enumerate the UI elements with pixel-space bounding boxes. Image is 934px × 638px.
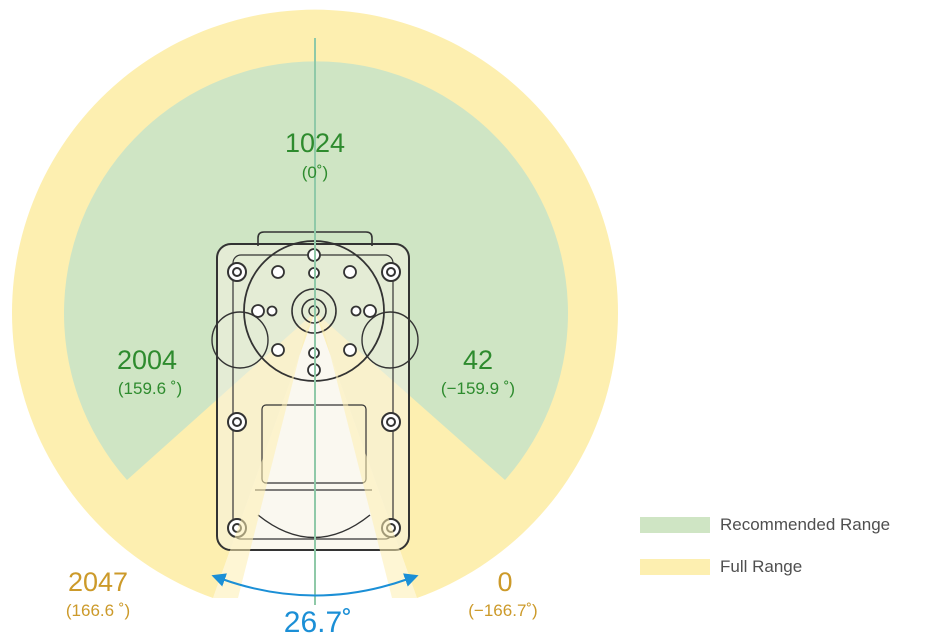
servo-horn-left-lobe bbox=[211, 311, 269, 369]
legend-recommended-range: Recommended Range bbox=[640, 513, 930, 537]
servo-horn-right-lobe bbox=[361, 311, 419, 369]
legend-swatch-full bbox=[640, 559, 710, 575]
servo-mounting-screws bbox=[227, 262, 401, 538]
label-rec-left-angle: (159.6 ˚) bbox=[118, 379, 182, 398]
label-full-right-angle: (−166.7˚) bbox=[468, 601, 537, 620]
legend-label-full: Full Range bbox=[720, 557, 803, 576]
label-dead-zone-angle: 26.7˚ bbox=[284, 606, 352, 638]
label-full-left-angle: (166.6 ˚) bbox=[66, 601, 130, 620]
dead-zone-arc-arrow bbox=[211, 573, 419, 597]
legend-full-range: Full Range bbox=[640, 555, 930, 579]
label-full-left-value: 2047 bbox=[68, 567, 128, 597]
label-rec-right-angle: (−159.9 ˚) bbox=[441, 379, 515, 398]
legend-swatch-recommended bbox=[640, 517, 710, 533]
legend-label-recommended: Recommended Range bbox=[720, 515, 891, 534]
label-full-right-value: 0 bbox=[497, 567, 512, 597]
label-rec-right-value: 42 bbox=[463, 345, 493, 375]
full-range-overlay-wedge bbox=[213, 312, 417, 598]
label-top-value: 1024 bbox=[285, 128, 345, 158]
label-top-angle: (0˚) bbox=[302, 163, 328, 182]
label-rec-left-value: 2004 bbox=[117, 345, 177, 375]
